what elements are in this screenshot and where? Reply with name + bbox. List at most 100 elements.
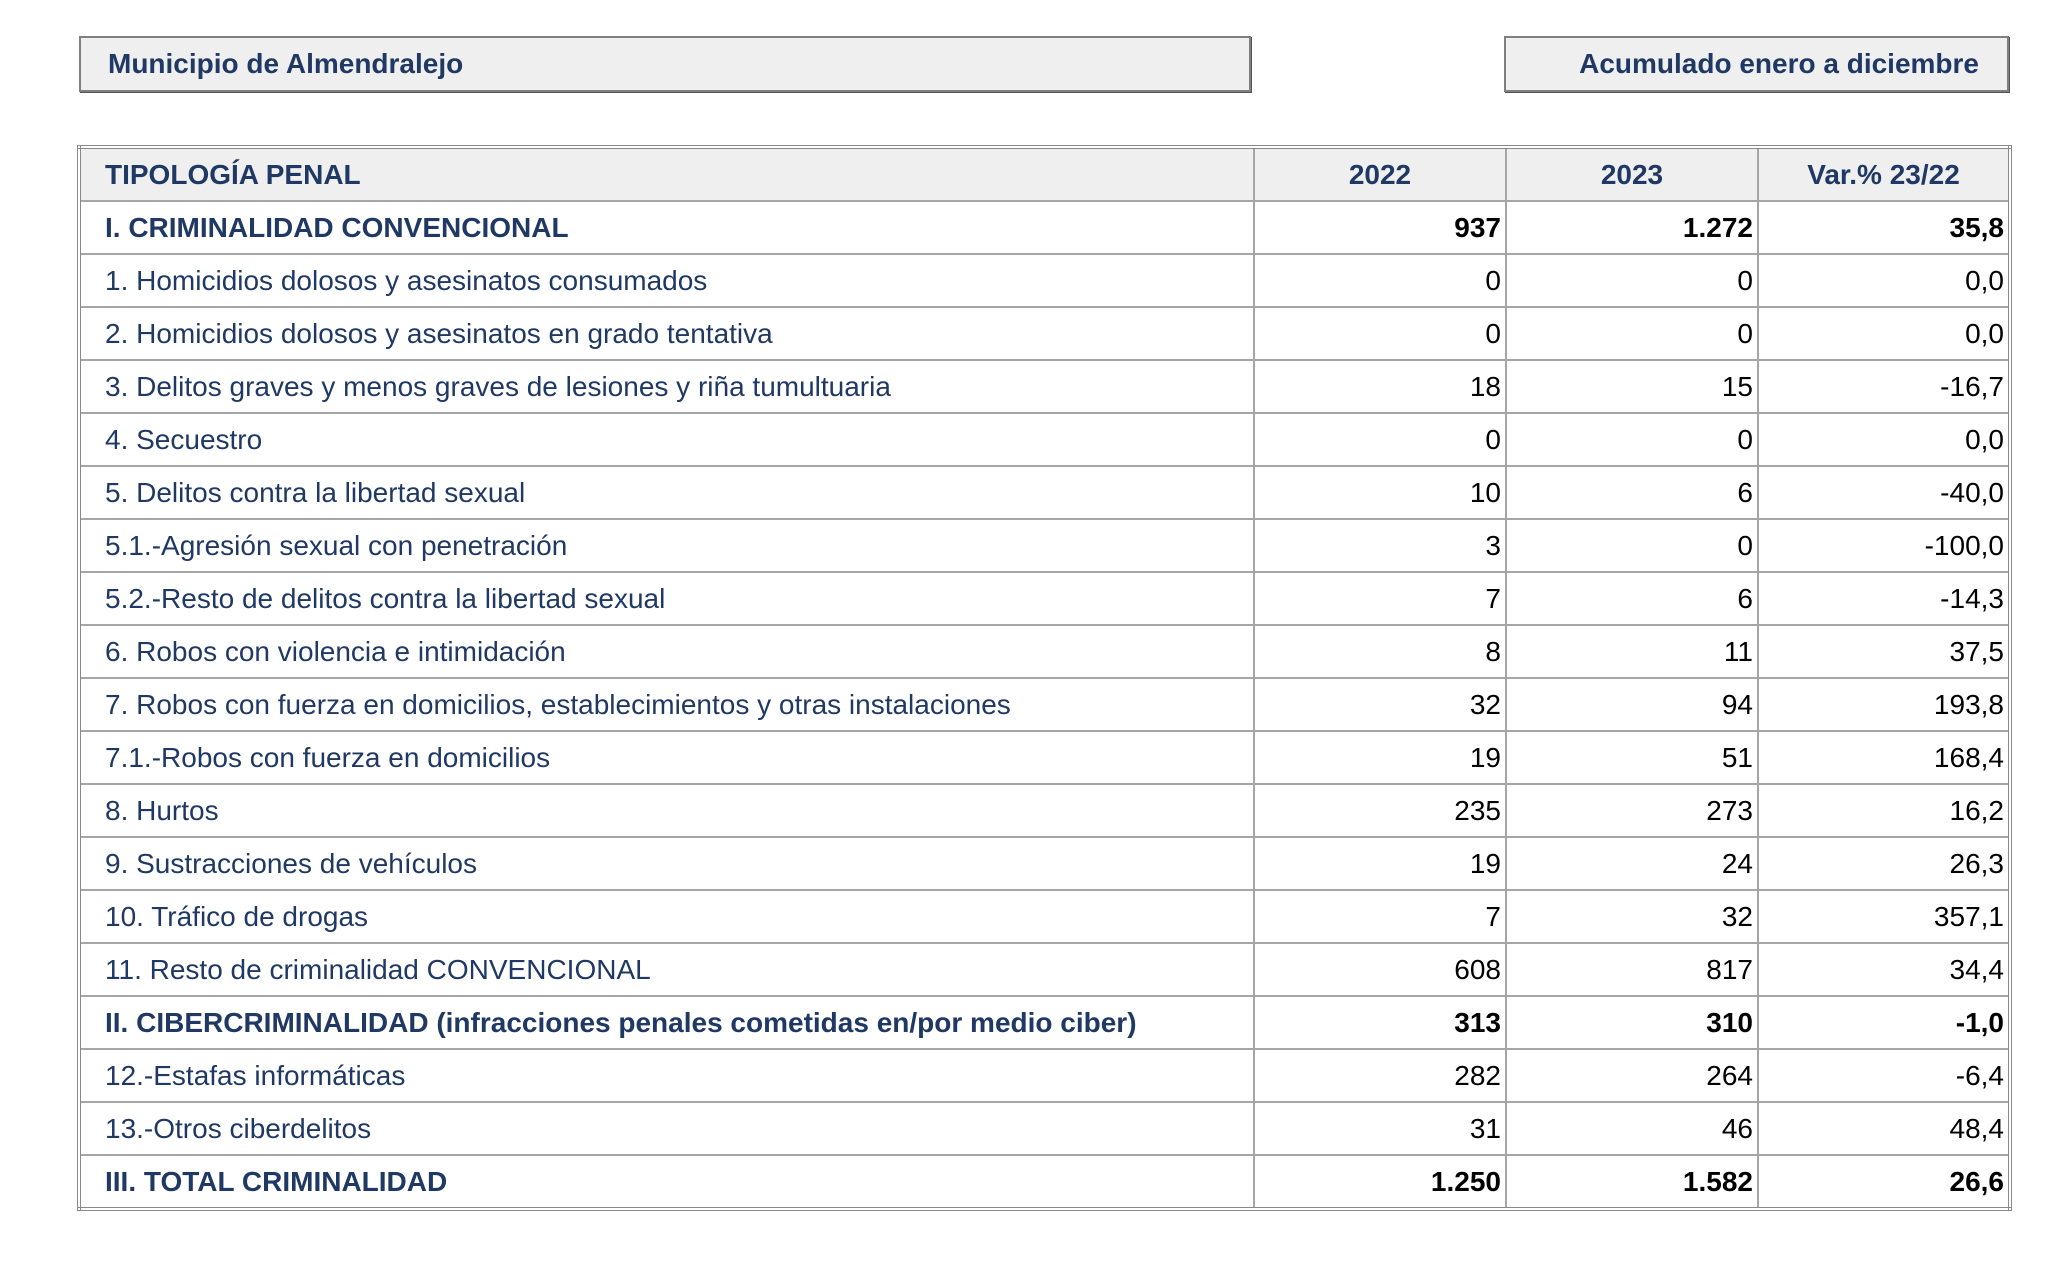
row-label: 3. Delitos graves y menos graves de lesi… xyxy=(78,359,1255,414)
cell-value: 15 xyxy=(1505,359,1759,414)
cell-value: 32 xyxy=(1253,677,1507,732)
cell-value: 7 xyxy=(1253,889,1507,944)
table-row: 4. Secuestro 0 0 0,0 xyxy=(78,412,2011,467)
cell-value: 0,0 xyxy=(1757,412,2011,467)
cell-value: 37,5 xyxy=(1757,624,2011,679)
table-row: 9. Sustracciones de vehículos 19 24 26,3 xyxy=(78,836,2011,891)
cell-value: 51 xyxy=(1505,730,1759,785)
municipality-label: Municipio de Almendralejo xyxy=(79,36,1251,92)
table-row: II. CIBERCRIMINALIDAD (infracciones pena… xyxy=(78,995,2011,1050)
column-header: Var.% 23/22 xyxy=(1757,146,2011,202)
table-row: 1. Homicidios dolosos y asesinatos consu… xyxy=(78,253,2011,308)
cell-value: 10 xyxy=(1253,465,1507,520)
table-row: 12.-Estafas informáticas 282 264 -6,4 xyxy=(78,1048,2011,1103)
cell-value: -16,7 xyxy=(1757,359,2011,414)
crime-table: TIPOLOGÍA PENAL 2022 2023 Var.% 23/22 I. CR… xyxy=(77,145,2012,1211)
cell-value: 608 xyxy=(1253,942,1507,997)
row-label: 1. Homicidios dolosos y asesinatos consu… xyxy=(78,253,1255,308)
cell-value: -40,0 xyxy=(1757,465,2011,520)
cell-value: 0 xyxy=(1253,306,1507,361)
row-label: III. TOTAL CRIMINALIDAD xyxy=(78,1154,1255,1210)
cell-value: 235 xyxy=(1253,783,1507,838)
cell-value: 16,2 xyxy=(1757,783,2011,838)
cell-value: 0 xyxy=(1505,518,1759,573)
table-row: 5.1.-Agresión sexual con penetración 3 0 -1… xyxy=(78,518,2011,573)
row-label: 6. Robos con violencia e intimidación xyxy=(78,624,1255,679)
cell-value: 273 xyxy=(1505,783,1759,838)
row-label: 5.1.-Agresión sexual con penetración xyxy=(78,518,1255,573)
row-label: 4. Secuestro xyxy=(78,412,1255,467)
cell-value: 24 xyxy=(1505,836,1759,891)
table-row: 7.1.-Robos con fuerza en domicilios 19 51 1… xyxy=(78,730,2011,785)
cell-value: 310 xyxy=(1505,995,1759,1050)
cell-value: 26,3 xyxy=(1757,836,2011,891)
cell-value: 0,0 xyxy=(1757,253,2011,308)
table-row: 5.2.-Resto de delitos contra la libertad… xyxy=(78,571,2011,626)
table-row: 3. Delitos graves y menos graves de lesi… xyxy=(78,359,2011,414)
cell-value: -100,0 xyxy=(1757,518,2011,573)
table-row: 10. Tráfico de drogas 7 32 357,1 xyxy=(78,889,2011,944)
table-row: 2. Homicidios dolosos y asesinatos en gr… xyxy=(78,306,2011,361)
period-label: Acumulado enero a diciembre xyxy=(1504,36,2009,92)
cell-value: -14,3 xyxy=(1757,571,2011,626)
cell-value: 313 xyxy=(1253,995,1507,1050)
table-row: 11. Resto de criminalidad CONVENCIONAL 60… xyxy=(78,942,2011,997)
cell-value: 0 xyxy=(1505,306,1759,361)
cell-value: -6,4 xyxy=(1757,1048,2011,1103)
row-label: II. CIBERCRIMINALIDAD (infracciones pena… xyxy=(78,995,1255,1050)
row-label: 10. Tráfico de drogas xyxy=(78,889,1255,944)
row-label: 9. Sustracciones de vehículos xyxy=(78,836,1255,891)
row-label: 13.-Otros ciberdelitos xyxy=(78,1101,1255,1156)
cell-value: 357,1 xyxy=(1757,889,2011,944)
cell-value: 0 xyxy=(1505,412,1759,467)
cell-value: 0 xyxy=(1505,253,1759,308)
table-row: 6. Robos con violencia e intimidación 8 11… xyxy=(78,624,2011,679)
table-row: 7. Robos con fuerza en domicilios, estab… xyxy=(78,677,2011,732)
row-label: 8. Hurtos xyxy=(78,783,1255,838)
cell-value: 48,4 xyxy=(1757,1101,2011,1156)
cell-value: 0,0 xyxy=(1757,306,2011,361)
cell-value: 282 xyxy=(1253,1048,1507,1103)
cell-value: 1.272 xyxy=(1505,200,1759,255)
cell-value: 937 xyxy=(1253,200,1507,255)
table-row: 13.-Otros ciberdelitos 31 46 48,4 xyxy=(78,1101,2011,1156)
cell-value: 35,8 xyxy=(1757,200,2011,255)
cell-value: 34,4 xyxy=(1757,942,2011,997)
cell-value: 19 xyxy=(1253,730,1507,785)
row-label: 11. Resto de criminalidad CONVENCIONAL xyxy=(78,942,1255,997)
cell-value: 8 xyxy=(1253,624,1507,679)
header-row: TIPOLOGÍA PENAL 2022 2023 Var.% 23/22 xyxy=(78,146,2011,202)
cell-value: 26,6 xyxy=(1757,1154,2011,1210)
row-label: 5.2.-Resto de delitos contra la libertad… xyxy=(78,571,1255,626)
table-row: 8. Hurtos 235 273 16,2 xyxy=(78,783,2011,838)
cell-value: -1,0 xyxy=(1757,995,2011,1050)
cell-value: 6 xyxy=(1505,465,1759,520)
row-label: 5. Delitos contra la libertad sexual xyxy=(78,465,1255,520)
cell-value: 18 xyxy=(1253,359,1507,414)
cell-value: 0 xyxy=(1253,253,1507,308)
cell-value: 1.250 xyxy=(1253,1154,1507,1210)
column-header: 2022 xyxy=(1253,146,1507,202)
cell-value: 31 xyxy=(1253,1101,1507,1156)
table-row: 5. Delitos contra la libertad sexual 10 6-… xyxy=(78,465,2011,520)
row-label: 2. Homicidios dolosos y asesinatos en gr… xyxy=(78,306,1255,361)
cell-value: 0 xyxy=(1253,412,1507,467)
cell-value: 7 xyxy=(1253,571,1507,626)
row-label: 7. Robos con fuerza en domicilios, estab… xyxy=(78,677,1255,732)
row-label: I. CRIMINALIDAD CONVENCIONAL xyxy=(78,200,1255,255)
cell-value: 32 xyxy=(1505,889,1759,944)
row-label: 12.-Estafas informáticas xyxy=(78,1048,1255,1103)
cell-value: 94 xyxy=(1505,677,1759,732)
cell-value: 19 xyxy=(1253,836,1507,891)
table-row: I. CRIMINALIDAD CONVENCIONAL 937 1.272 35,8 xyxy=(78,200,2011,255)
cell-value: 264 xyxy=(1505,1048,1759,1103)
column-header: 2023 xyxy=(1505,146,1759,202)
cell-value: 1.582 xyxy=(1505,1154,1759,1210)
table-row: III. TOTAL CRIMINALIDAD 1.250 1.582 26,6 xyxy=(78,1154,2011,1210)
cell-value: 11 xyxy=(1505,624,1759,679)
cell-value: 46 xyxy=(1505,1101,1759,1156)
table-body: I. CRIMINALIDAD CONVENCIONAL 937 1.272 35,8… xyxy=(78,200,2011,1210)
column-header: TIPOLOGÍA PENAL xyxy=(78,146,1255,202)
cell-value: 3 xyxy=(1253,518,1507,573)
cell-value: 817 xyxy=(1505,942,1759,997)
